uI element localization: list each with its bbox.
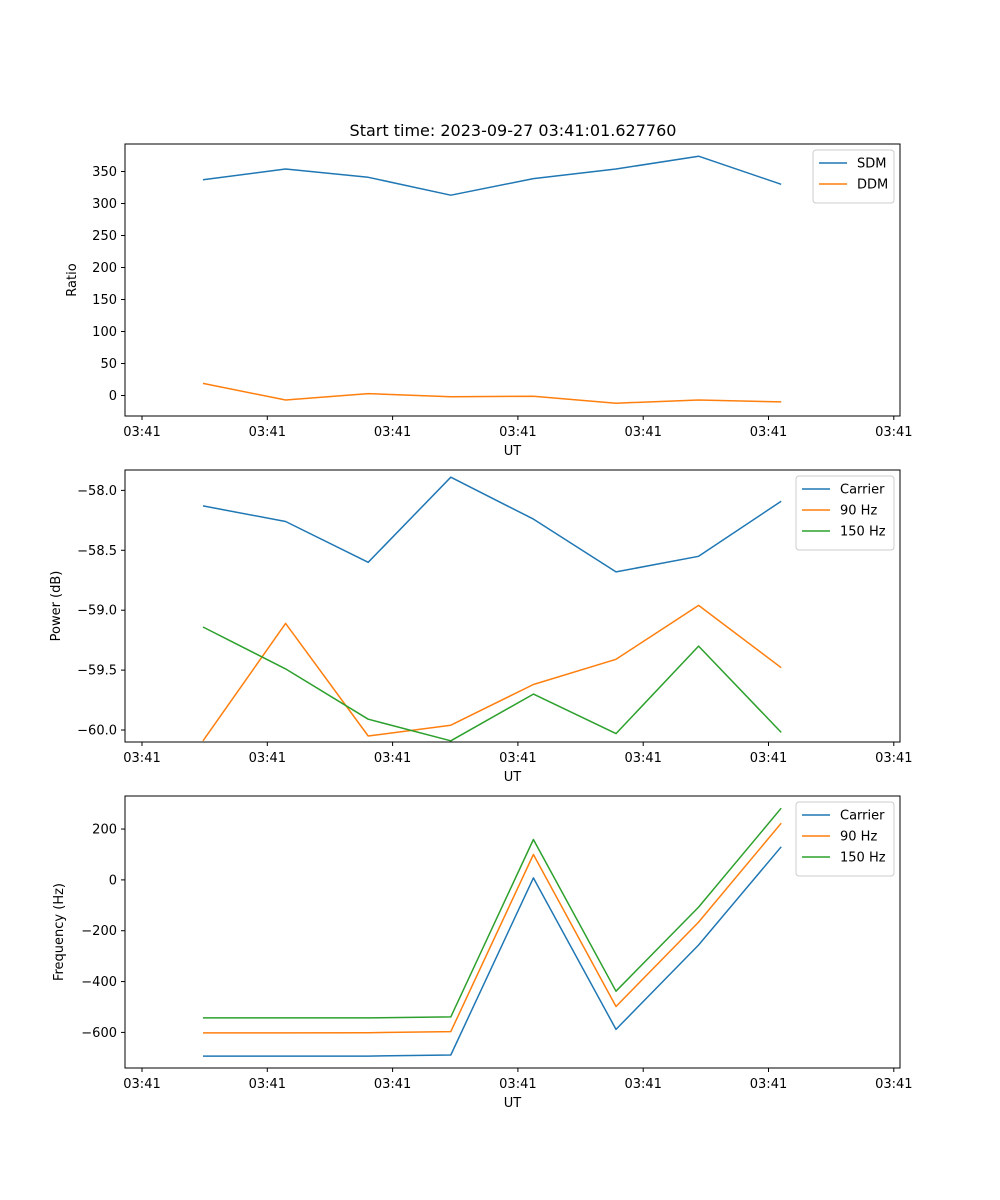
legend: SDM DDM <box>812 149 895 204</box>
x-tick-label: 03:41 <box>123 425 160 440</box>
x-tick-label: 03:41 <box>249 751 286 766</box>
x-tick-label: 03:41 <box>624 1077 661 1092</box>
x-tick-label: 03:41 <box>374 425 411 440</box>
x-tick-label: 03:41 <box>123 1077 160 1092</box>
legend-label: 150 Hz <box>840 525 886 540</box>
y-tick-label: 200 <box>92 823 117 838</box>
x-tick-label: 03:41 <box>123 751 160 766</box>
series-line-ddm <box>202 382 782 404</box>
series-line-150-hz <box>203 807 782 1019</box>
x-axis-label: UT <box>504 1096 522 1111</box>
y-tick-label: −59.5 <box>77 664 117 679</box>
subplot-2: 03:4103:4103:4103:4103:4103:4103:4103:42… <box>49 469 913 785</box>
x-tick-label: 03:41 <box>499 425 536 440</box>
axes-frame <box>124 469 901 743</box>
x-tick-label: 03:41 <box>624 751 661 766</box>
y-axis-label: Frequency (Hz) <box>52 883 67 981</box>
y-tick-label: 0 <box>109 389 117 404</box>
x-tick-label: 03:41 <box>875 425 912 440</box>
series-line-carrier <box>203 846 782 1057</box>
y-tick-label: 100 <box>92 325 117 340</box>
legend-label: Carrier <box>840 809 885 824</box>
x-tick-label: 03:41 <box>374 1077 411 1092</box>
y-axis-label: Power (dB) <box>49 571 64 642</box>
y-tick-label: −60.0 <box>77 724 117 739</box>
y-tick-label: −200 <box>81 924 117 939</box>
series-line-sdm <box>202 155 782 196</box>
y-tick-label: 350 <box>92 165 117 180</box>
series-line-90-hz <box>203 822 782 1034</box>
y-tick-label: −59.0 <box>77 604 117 619</box>
x-tick-label: 03:41 <box>624 425 661 440</box>
legend-label: 90 Hz <box>840 504 877 519</box>
legend-label: DDM <box>857 178 888 193</box>
subplot-3: 03:4103:4103:4103:4103:4103:4103:4103:42… <box>52 795 913 1111</box>
x-tick-label: 03:41 <box>499 1077 536 1092</box>
legend-label: 150 Hz <box>840 851 886 866</box>
axes-frame <box>124 795 901 1069</box>
y-tick-label: −58.0 <box>77 484 117 499</box>
y-tick-label: 200 <box>92 261 117 276</box>
y-tick-label: 150 <box>92 293 117 308</box>
figure-title: Start time: 2023-09-27 03:41:01.627760 <box>350 121 677 140</box>
legend: Carrier 90 Hz 150 Hz <box>795 475 895 551</box>
y-tick-label: 0 <box>109 873 117 888</box>
legend-label: Carrier <box>840 483 885 498</box>
y-tick-label: 50 <box>100 357 117 372</box>
series-line-carrier <box>202 476 782 573</box>
legend-label: 90 Hz <box>840 830 877 845</box>
x-tick-label: 03:41 <box>750 425 787 440</box>
x-tick-label: 03:41 <box>374 751 411 766</box>
x-tick-label: 03:41 <box>875 751 912 766</box>
x-axis-label: UT <box>504 444 522 459</box>
x-tick-label: 03:41 <box>875 1077 912 1092</box>
series-line-150-hz <box>202 626 782 742</box>
y-tick-label: 300 <box>92 197 117 212</box>
legend: Carrier 90 Hz 150 Hz <box>795 801 895 877</box>
x-tick-label: 03:41 <box>499 751 536 766</box>
y-axis-label: Ratio <box>65 263 80 296</box>
x-tick-label: 03:41 <box>249 425 286 440</box>
x-tick-label: 03:41 <box>750 751 787 766</box>
x-tick-label: 03:41 <box>249 1077 286 1092</box>
y-tick-label: −600 <box>81 1026 117 1041</box>
x-tick-label: 03:41 <box>750 1077 787 1092</box>
legend-label: SDM <box>857 157 886 172</box>
subplot-1: 03:4103:4103:4103:4103:4103:4103:4103:42… <box>65 143 913 459</box>
y-tick-label: −58.5 <box>77 544 117 559</box>
y-tick-label: −400 <box>81 975 117 990</box>
y-tick-label: 250 <box>92 229 117 244</box>
series-line-90-hz <box>202 604 782 742</box>
x-axis-label: UT <box>504 770 522 785</box>
axes-frame <box>124 143 901 417</box>
